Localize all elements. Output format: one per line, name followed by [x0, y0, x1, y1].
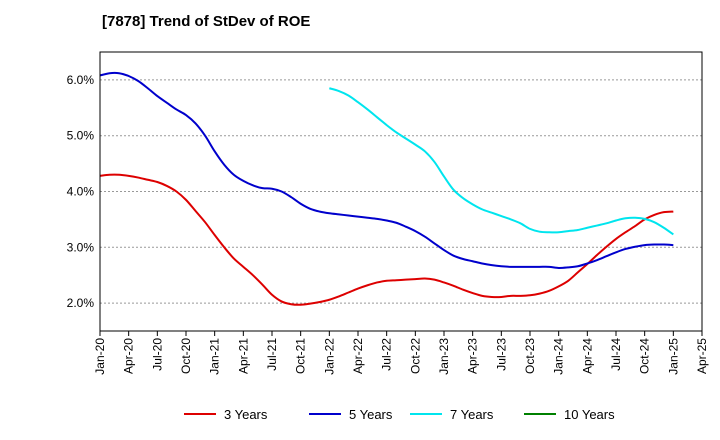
x-tick-label: Jan-25: [666, 338, 680, 375]
series-line-7-years: [329, 87, 674, 236]
x-tick-label: Jan-20: [93, 338, 107, 375]
x-tick-label: Apr-23: [466, 338, 480, 374]
x-tick-label: Oct-22: [408, 338, 422, 374]
x-tick-label: Apr-25: [695, 338, 709, 374]
x-tick-label: Jan-22: [322, 338, 336, 375]
x-tick-label: Jul-24: [609, 338, 623, 371]
y-tick-label: 5.0%: [67, 129, 95, 143]
x-tick-label: Oct-20: [179, 338, 193, 374]
x-tick-label: Apr-24: [580, 338, 594, 374]
legend: 3 Years 5 Years 7 Years 10 Years: [184, 407, 615, 422]
x-tick-label: Oct-24: [638, 338, 652, 374]
x-axis: Jan-20 Apr-20 Jul-20 Oct-20 Jan-21 Apr-21 Jul-…: [93, 331, 709, 375]
x-tick-label: Jan-24: [552, 338, 566, 375]
x-tick-label: Jul-23: [494, 338, 508, 371]
x-tick-label: Oct-23: [523, 338, 537, 374]
x-tick-label: Apr-20: [122, 338, 136, 374]
chart-title: [7878] Trend of StDev of ROE: [102, 13, 310, 30]
y-tick-label: 2.0%: [67, 296, 95, 310]
plot-area: [99, 51, 703, 332]
grid: [100, 79, 702, 304]
x-tick-label: Jul-20: [150, 338, 164, 371]
y-tick-label: 3.0%: [67, 240, 95, 254]
y-axis: 2.0% 3.0% 4.0% 5.0% 6.0%: [67, 73, 95, 310]
legend-label: 7 Years: [450, 407, 494, 422]
series-line-3-years: [99, 173, 674, 306]
x-tick-label: Jul-21: [265, 338, 279, 371]
x-tick-label: Jan-21: [208, 338, 222, 375]
x-tick-label: Apr-22: [351, 338, 365, 374]
y-tick-label: 6.0%: [67, 73, 95, 87]
x-tick-label: Apr-21: [236, 338, 250, 374]
y-tick-label: 4.0%: [67, 185, 95, 199]
x-tick-label: Jan-23: [437, 338, 451, 375]
legend-label: 3 Years: [224, 407, 268, 422]
legend-label: 5 Years: [349, 407, 393, 422]
series-lines: [99, 71, 674, 306]
series-line-5-years: [99, 71, 674, 269]
x-tick-label: Jul-22: [380, 338, 394, 371]
x-tick-label: Oct-21: [294, 338, 308, 374]
legend-label: 10 Years: [564, 407, 615, 422]
